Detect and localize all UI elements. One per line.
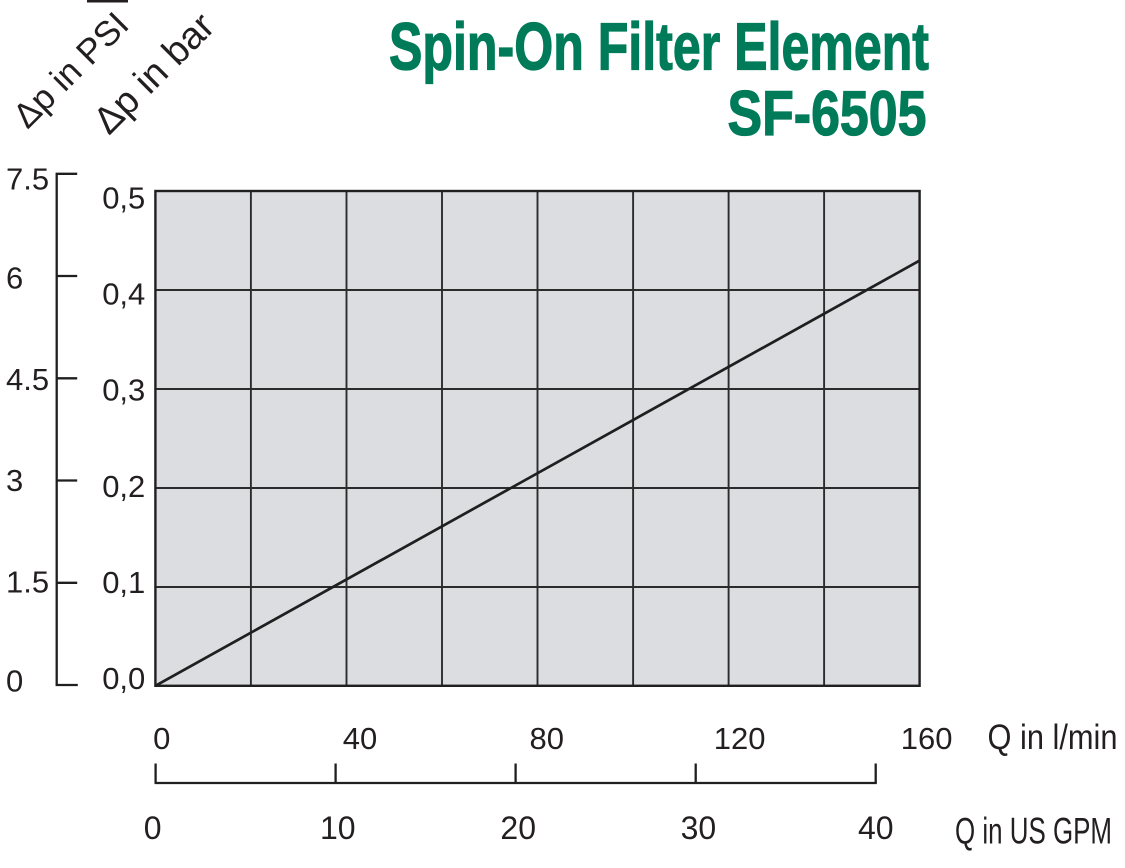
svg-text:0,0: 0,0 <box>102 661 145 696</box>
svg-text:0,1: 0,1 <box>102 565 145 600</box>
svg-text:4.5: 4.5 <box>6 362 49 397</box>
svg-text:Spin-On Filter Element: Spin-On Filter Element <box>389 10 929 85</box>
svg-text:120: 120 <box>714 721 766 756</box>
svg-text:20: 20 <box>500 810 536 846</box>
svg-text:Q in l/min: Q in l/min <box>988 718 1118 757</box>
svg-text:0,2: 0,2 <box>102 469 145 504</box>
svg-text:1.5: 1.5 <box>6 565 49 600</box>
svg-text:Q in US GPM: Q in US GPM <box>955 811 1112 852</box>
svg-text:0: 0 <box>153 721 170 756</box>
svg-text:80: 80 <box>529 721 563 756</box>
svg-text:3: 3 <box>6 463 23 498</box>
svg-text:0,5: 0,5 <box>102 181 145 216</box>
svg-text:7.5: 7.5 <box>6 161 49 196</box>
svg-text:0,3: 0,3 <box>102 373 145 408</box>
svg-text:40: 40 <box>343 721 377 756</box>
svg-text:30: 30 <box>681 810 717 846</box>
svg-text:6: 6 <box>6 261 23 296</box>
svg-text:160: 160 <box>901 721 953 756</box>
svg-text:40: 40 <box>858 810 894 846</box>
svg-text:SF-6505: SF-6505 <box>728 79 927 149</box>
svg-text:0,4: 0,4 <box>102 277 145 312</box>
svg-text:0: 0 <box>144 810 162 846</box>
svg-text:10: 10 <box>320 810 356 846</box>
svg-text:0: 0 <box>6 664 23 699</box>
